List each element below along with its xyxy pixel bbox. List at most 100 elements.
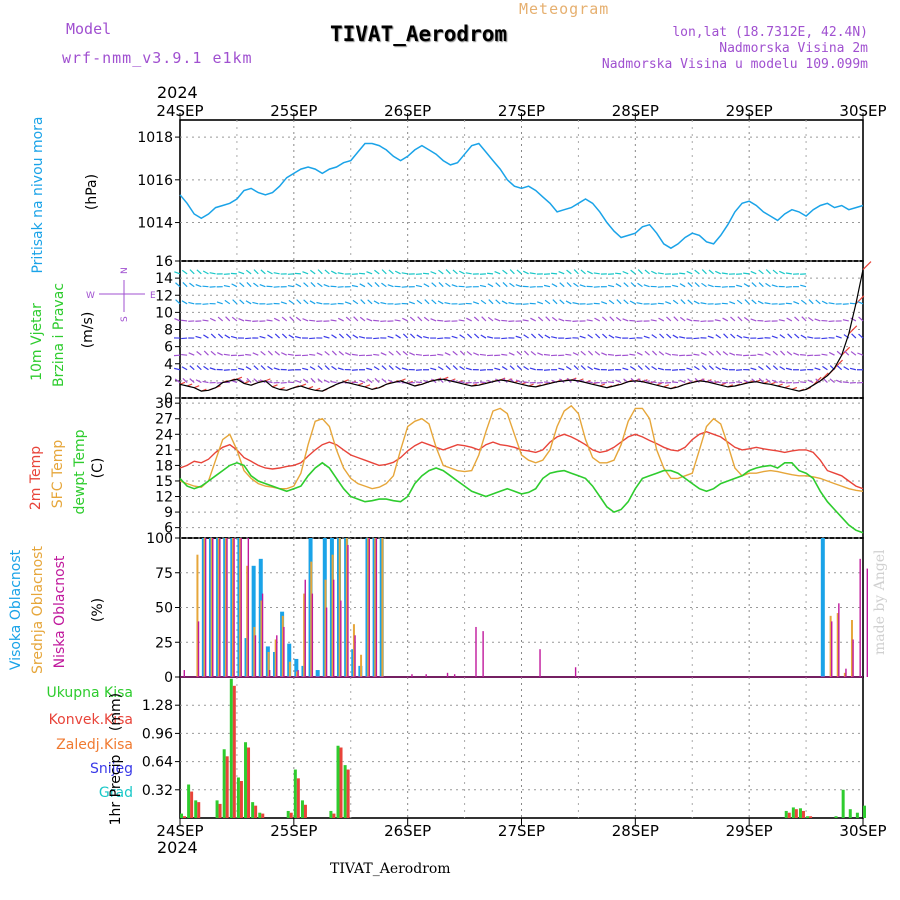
wind-barb xyxy=(380,301,387,305)
model-label: Model xyxy=(66,20,112,38)
wind-speed-barb xyxy=(300,383,307,387)
wind-barb xyxy=(629,337,636,340)
wind-barb xyxy=(771,379,778,384)
wind-barb xyxy=(586,319,593,322)
wind-barb xyxy=(758,377,764,384)
wind-barb xyxy=(202,380,209,384)
wind-barb xyxy=(317,269,323,275)
wind-barb xyxy=(302,318,309,322)
wind-barb xyxy=(310,282,316,288)
wind-barb xyxy=(607,381,615,384)
wind-barb xyxy=(239,282,245,288)
wind-barb xyxy=(679,379,686,384)
wind-barb xyxy=(551,336,558,339)
wind-barb xyxy=(232,299,238,305)
wind-barb xyxy=(367,299,373,305)
x-tick-label-bottom: 26SEP xyxy=(384,822,431,840)
cloud-bar xyxy=(294,658,299,677)
precip-bar xyxy=(798,808,802,818)
wind-barb xyxy=(758,269,764,275)
wind-barb xyxy=(366,378,373,384)
precip-bar xyxy=(863,805,866,818)
wind-barb xyxy=(822,377,828,384)
y-tick-label: 1.28 xyxy=(142,698,173,714)
wind-speed-barb xyxy=(272,384,278,388)
wind-barb xyxy=(409,316,416,322)
wind-barb xyxy=(253,378,259,384)
wind-barb xyxy=(637,365,643,371)
year-bottom: 2024 xyxy=(157,838,198,857)
wind-barb xyxy=(358,272,366,275)
wind-barb xyxy=(479,353,487,356)
wind-barb xyxy=(687,378,693,384)
cloud-bar xyxy=(345,538,348,677)
wind-barb xyxy=(800,381,807,384)
precip-bar xyxy=(791,807,795,818)
wind-barb xyxy=(175,299,181,305)
wind-barb xyxy=(694,377,700,384)
wind-barb xyxy=(529,272,536,275)
wind-barb xyxy=(857,352,864,356)
wind-barb xyxy=(515,379,522,384)
x-tick-label-top: 26SEP xyxy=(384,102,431,120)
x-tick-label-bottom: 28SEP xyxy=(612,822,659,840)
wind-barb xyxy=(438,269,444,275)
wind-barb xyxy=(657,286,664,288)
wind-barb xyxy=(565,337,572,340)
precip-bar xyxy=(801,810,805,818)
wind-barb xyxy=(387,379,394,384)
y-tick-label: 0 xyxy=(164,391,173,407)
cloud-bar xyxy=(482,631,484,677)
wind-barb xyxy=(721,367,728,371)
wind-barb xyxy=(552,299,558,305)
y-tick-label: 15 xyxy=(155,474,173,490)
precip-legend-label: Zaledj.Kisa xyxy=(56,737,133,753)
wind-barb xyxy=(551,283,558,288)
wind-barb xyxy=(814,367,821,371)
precip-bar xyxy=(244,742,248,818)
precip-bar xyxy=(784,810,788,818)
wind-barb xyxy=(531,333,537,339)
wind-barb xyxy=(694,282,700,288)
wind-barb xyxy=(736,369,743,371)
cloud-bar xyxy=(453,674,456,677)
wind-barb xyxy=(751,282,757,288)
wind-barb xyxy=(786,317,793,322)
wind-barb xyxy=(828,351,835,356)
wind-barb xyxy=(765,378,771,384)
wind-barb xyxy=(566,269,572,275)
wind-barb xyxy=(280,301,287,305)
wind-barb xyxy=(573,269,579,275)
wind-barb xyxy=(416,334,423,339)
wind-barb xyxy=(815,299,821,305)
wind-barb xyxy=(388,269,394,275)
wind-axis-label-top: 10m Vjetar xyxy=(29,303,45,381)
wind-barb xyxy=(210,350,216,356)
wind-barb xyxy=(188,352,195,356)
precip-bar xyxy=(289,812,293,818)
wind-barb xyxy=(423,316,430,322)
cloud-bar xyxy=(288,661,291,677)
cloud-bar xyxy=(325,607,328,677)
wind-barb xyxy=(607,369,615,371)
wind-barb xyxy=(572,302,579,305)
wind-barb xyxy=(316,301,323,305)
wind-barb xyxy=(849,367,857,371)
cloud-bar xyxy=(446,672,449,677)
wind-barb xyxy=(181,353,188,356)
wind-speed-barb xyxy=(855,295,865,305)
wind-barb xyxy=(629,365,636,371)
wind-barb xyxy=(637,282,643,288)
wind-barb xyxy=(388,350,394,356)
wind-barb xyxy=(259,335,266,339)
wind-barb xyxy=(530,317,537,322)
wind-barb xyxy=(181,319,188,322)
precip-bar xyxy=(229,678,233,818)
wind-barb xyxy=(174,378,181,384)
wind-barb xyxy=(666,333,672,339)
wind-barb xyxy=(430,318,437,322)
wind-barb xyxy=(637,269,643,275)
wind-barb xyxy=(238,378,245,384)
panel-frame xyxy=(179,119,864,262)
wind-barb xyxy=(843,366,850,371)
